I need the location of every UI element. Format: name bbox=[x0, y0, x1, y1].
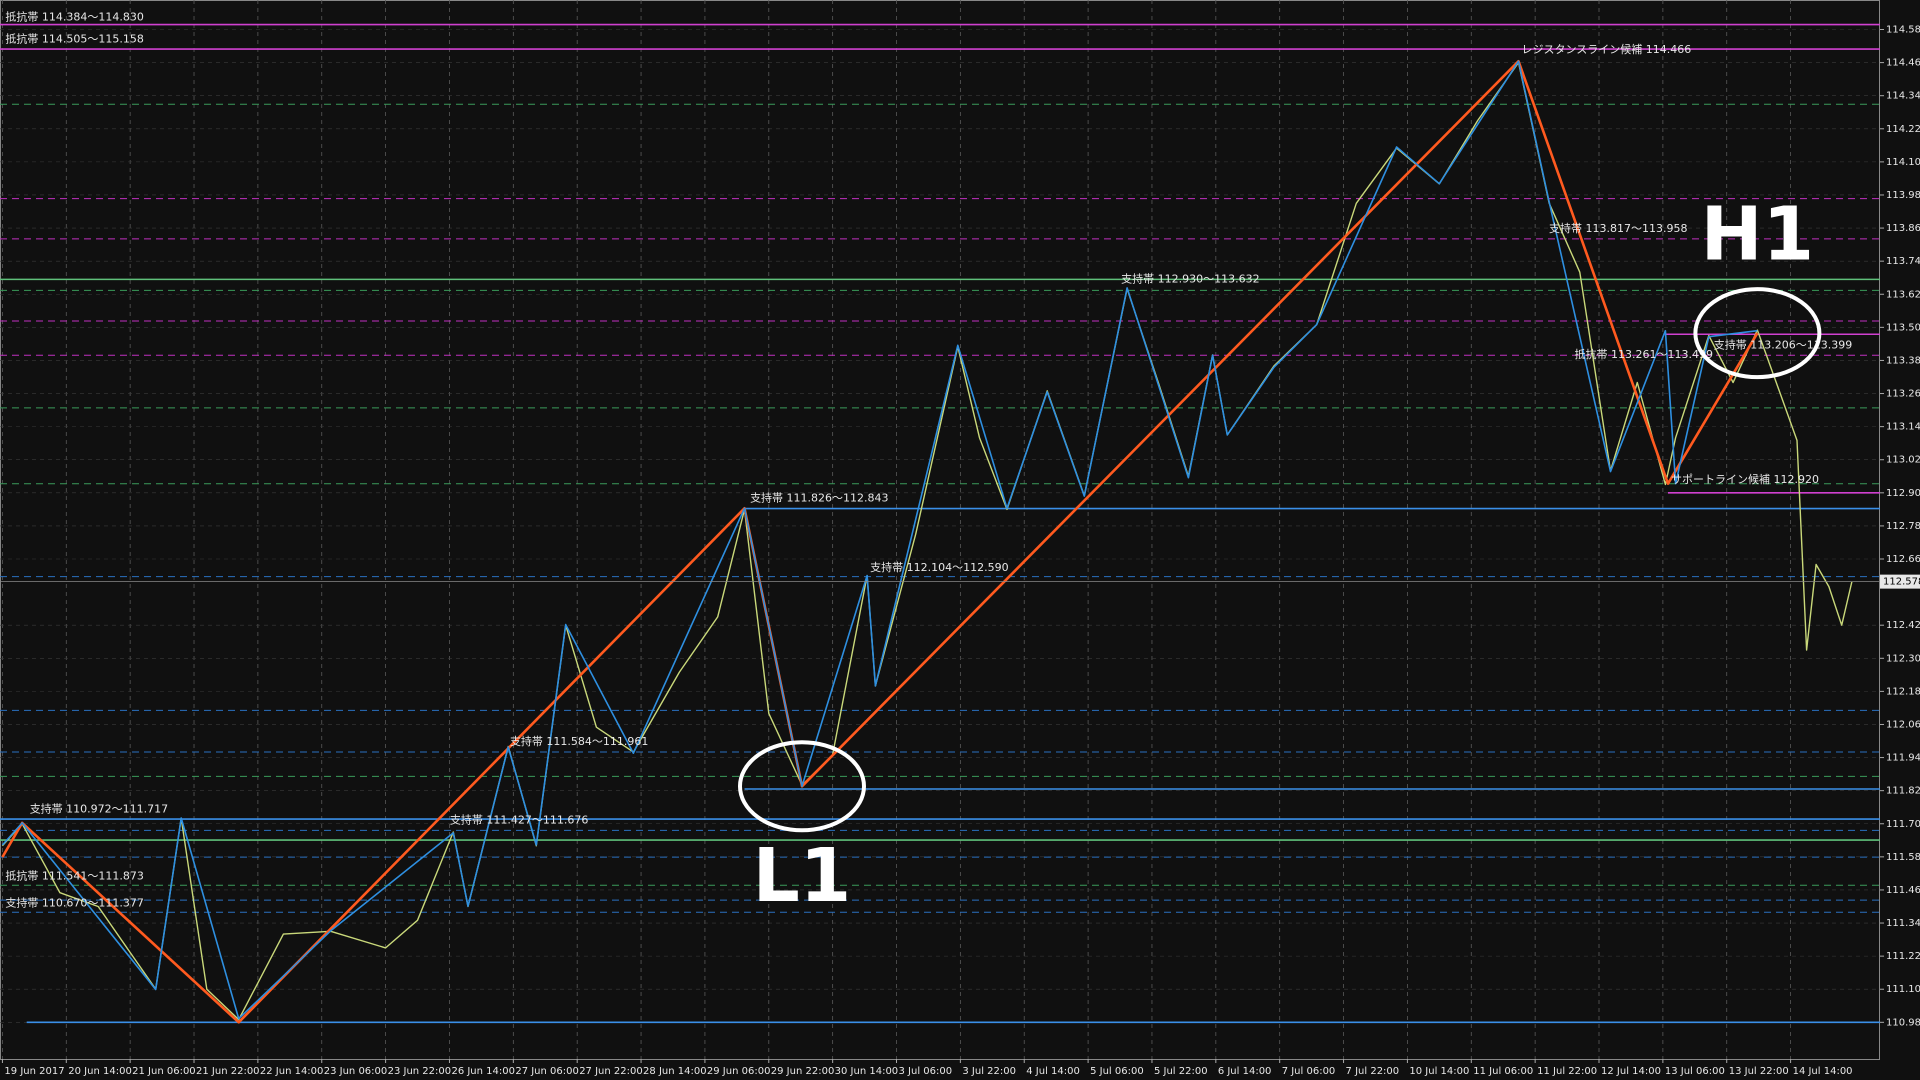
y-tick-label: 113.980 bbox=[1886, 190, 1920, 201]
level-annotation: 抵抗帯 114.384～114.830 bbox=[5, 9, 143, 23]
y-tick-label: 113.020 bbox=[1886, 455, 1920, 466]
x-tick-label: 11 Jul 22:00 bbox=[1537, 1066, 1597, 1077]
x-tick-label: 12 Jul 14:00 bbox=[1601, 1066, 1661, 1077]
x-tick-label: 29 Jun 06:00 bbox=[707, 1066, 771, 1077]
y-tick-label: 112.300 bbox=[1886, 653, 1920, 664]
highlight-ellipse bbox=[1693, 287, 1822, 380]
x-tick-label: 19 Jun 2017 bbox=[4, 1066, 64, 1077]
y-tick-label: 113.740 bbox=[1886, 256, 1920, 267]
x-tick-label: 3 Jul 06:00 bbox=[899, 1066, 953, 1077]
level-annotation: 支持帯 112.104～112.590 bbox=[870, 560, 1008, 574]
level-annotation: 支持帯 112.930～113.632 bbox=[1121, 271, 1259, 285]
level-annotation: 抵抗帯 114.505～115.158 bbox=[5, 31, 143, 45]
y-tick-label: 112.180 bbox=[1886, 686, 1920, 697]
y-tick-label: 112.060 bbox=[1886, 719, 1920, 730]
level-annotation: 支持帯 111.826～112.843 bbox=[750, 490, 888, 504]
y-tick-label: 111.580 bbox=[1886, 852, 1920, 863]
y-tick-label: 111.460 bbox=[1886, 885, 1920, 896]
y-tick-label: 112.420 bbox=[1886, 620, 1920, 631]
y-tick-label: 112.900 bbox=[1886, 488, 1920, 499]
level-annotation: 支持帯 113.206～113.399 bbox=[1714, 338, 1852, 352]
marker-label: L1 bbox=[753, 833, 852, 919]
x-tick-label: 4 Jul 14:00 bbox=[1026, 1066, 1080, 1077]
level-annotation: 支持帯 111.584～111.961 bbox=[510, 734, 648, 748]
x-tick-label: 5 Jul 06:00 bbox=[1090, 1066, 1144, 1077]
x-tick-label: 27 Jun 22:00 bbox=[579, 1066, 643, 1077]
y-tick-label: 112.780 bbox=[1886, 521, 1920, 532]
x-tick-label: 3 Jul 22:00 bbox=[962, 1066, 1016, 1077]
x-tick-label: 14 Jul 14:00 bbox=[1793, 1066, 1853, 1077]
y-tick-label: 113.380 bbox=[1886, 355, 1920, 366]
level-annotation: サポートライン候補 112.920 bbox=[1671, 472, 1819, 486]
marker-label: H1 bbox=[1701, 192, 1814, 278]
plot-frame bbox=[0, 0, 1880, 1060]
x-tick-label: 6 Jul 14:00 bbox=[1218, 1066, 1272, 1077]
x-tick-label: 29 Jun 22:00 bbox=[771, 1066, 835, 1077]
x-tick-label: 23 Jun 06:00 bbox=[324, 1066, 388, 1077]
x-tick-label: 5 Jul 22:00 bbox=[1154, 1066, 1208, 1077]
y-tick-label: 113.620 bbox=[1886, 289, 1920, 300]
x-tick-label: 10 Jul 14:00 bbox=[1409, 1066, 1469, 1077]
y-tick-label: 111.940 bbox=[1886, 753, 1920, 764]
x-tick-label: 7 Jul 06:00 bbox=[1282, 1066, 1336, 1077]
x-tick-label: 27 Jun 06:00 bbox=[515, 1066, 579, 1077]
x-tick-label: 7 Jul 22:00 bbox=[1346, 1066, 1400, 1077]
level-annotation: 支持帯 110.670～111.377 bbox=[5, 896, 143, 910]
x-tick-label: 13 Jul 22:00 bbox=[1729, 1066, 1789, 1077]
series-line bbox=[1, 61, 1853, 1021]
x-tick-label: 21 Jun 22:00 bbox=[196, 1066, 260, 1077]
y-tick-label: 111.340 bbox=[1886, 918, 1920, 929]
x-tick-label: 11 Jul 06:00 bbox=[1473, 1066, 1533, 1077]
level-annotation: 支持帯 111.427～111.676 bbox=[450, 812, 588, 826]
y-tick-label: 112.660 bbox=[1886, 554, 1920, 565]
y-tick-label: 113.500 bbox=[1886, 322, 1920, 333]
x-tick-label: 28 Jun 14:00 bbox=[643, 1066, 707, 1077]
y-tick-label: 111.220 bbox=[1886, 951, 1920, 962]
y-tick-label: 113.260 bbox=[1886, 389, 1920, 400]
y-tick-label: 113.140 bbox=[1886, 422, 1920, 433]
current-price-box bbox=[1880, 574, 1920, 589]
series-line bbox=[1, 60, 1758, 1020]
current-price-label: 112.578 bbox=[1883, 577, 1920, 588]
y-tick-label: 114.460 bbox=[1886, 58, 1920, 69]
x-tick-label: 13 Jul 06:00 bbox=[1665, 1066, 1725, 1077]
y-tick-label: 111.820 bbox=[1886, 786, 1920, 797]
x-tick-label: 30 Jun 14:00 bbox=[835, 1066, 899, 1077]
x-tick-label: 21 Jun 06:00 bbox=[132, 1066, 196, 1077]
x-tick-label: 20 Jun 14:00 bbox=[68, 1066, 132, 1077]
y-tick-label: 114.100 bbox=[1886, 157, 1920, 168]
y-tick-label: 114.580 bbox=[1886, 25, 1920, 36]
level-annotation: 抵抗帯 111.541～111.873 bbox=[5, 869, 143, 883]
level-annotation: 支持帯 110.972～111.717 bbox=[30, 801, 168, 815]
y-tick-label: 113.860 bbox=[1886, 223, 1920, 234]
level-annotation: レジスタンスライン候補 114.466 bbox=[1522, 42, 1692, 56]
level-annotation: 支持帯 113.817～113.958 bbox=[1549, 221, 1687, 235]
y-tick-label: 111.100 bbox=[1886, 984, 1920, 995]
level-annotation: 抵抗帯 113.261～113.499 bbox=[1575, 347, 1713, 361]
y-tick-label: 114.340 bbox=[1886, 91, 1920, 102]
x-tick-label: 23 Jun 22:00 bbox=[388, 1066, 452, 1077]
x-tick-label: 26 Jun 14:00 bbox=[451, 1066, 515, 1077]
y-tick-label: 110.980 bbox=[1886, 1017, 1920, 1028]
highlight-ellipse bbox=[737, 740, 866, 833]
y-tick-label: 111.700 bbox=[1886, 819, 1920, 830]
x-tick-label: 22 Jun 14:00 bbox=[260, 1066, 324, 1077]
y-tick-label: 114.220 bbox=[1886, 124, 1920, 135]
